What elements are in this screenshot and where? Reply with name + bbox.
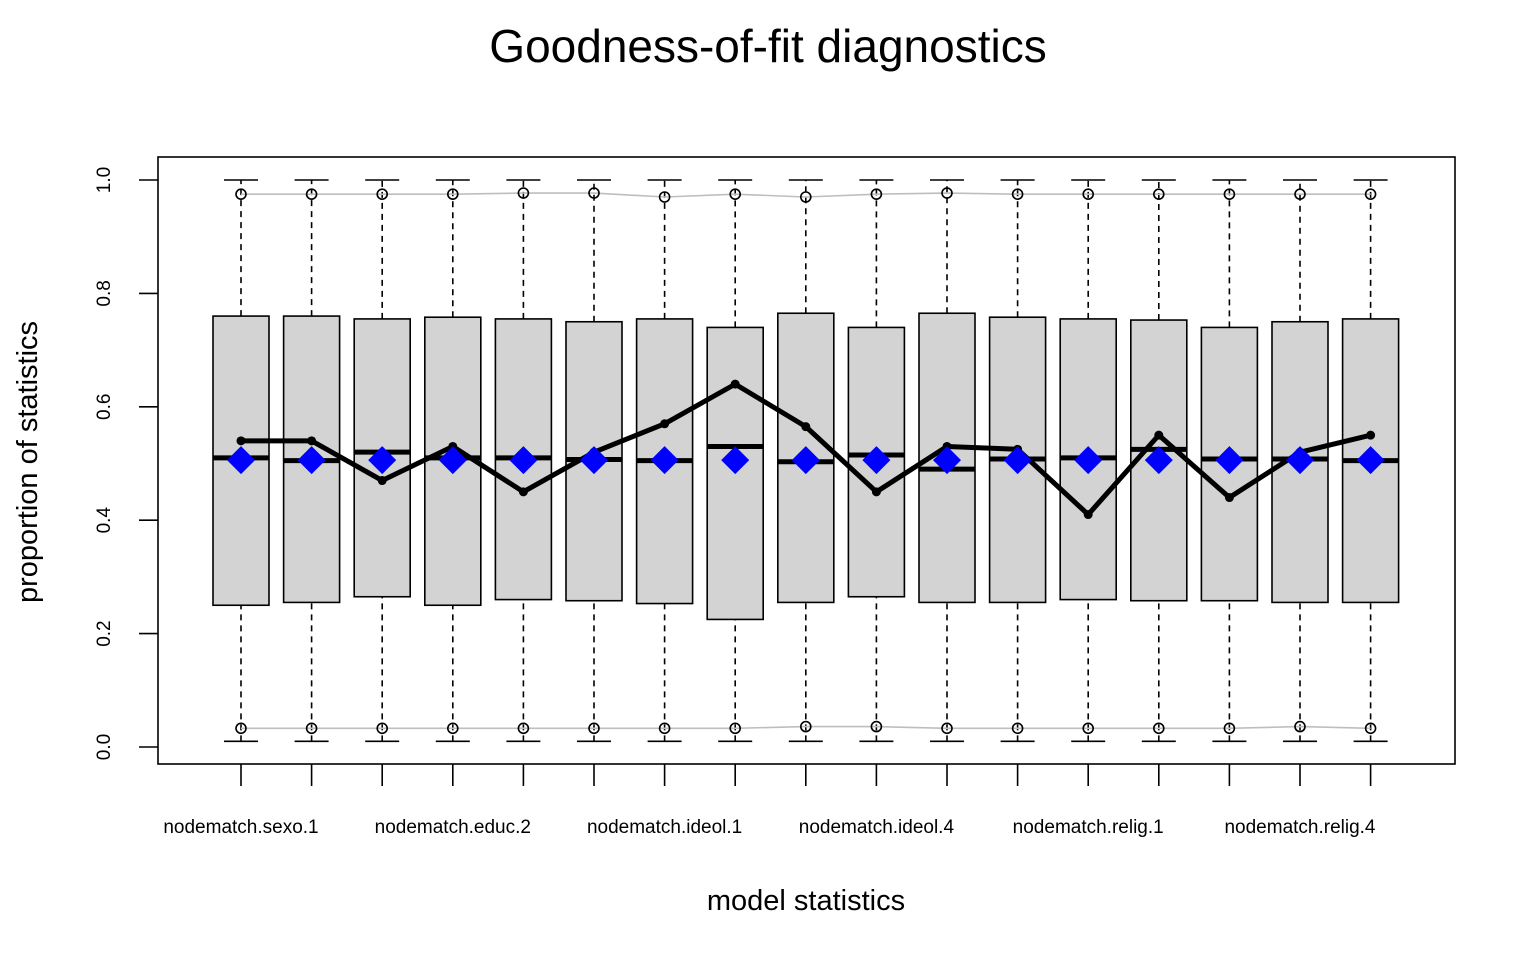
observed-point (801, 422, 811, 432)
mean-diamond (438, 446, 467, 475)
observed-point (730, 379, 740, 389)
upper-range-point (1223, 188, 1236, 200)
box-iqr (1200, 326, 1259, 602)
lower-range-point (658, 722, 671, 735)
x-tick-label: nodematch.sexo.1 (163, 817, 318, 838)
observed-point (377, 476, 387, 486)
x-tick-label: nodematch.relig.1 (1013, 817, 1164, 838)
lower-range-point (799, 720, 812, 733)
mean-diamond (791, 446, 820, 475)
upper-range-point (941, 187, 953, 199)
y-tick-label: 0.2 (94, 620, 115, 646)
observed-point (307, 436, 317, 446)
mean-diamond (933, 446, 961, 475)
upper-range-point (376, 188, 389, 200)
mean-diamond (227, 446, 255, 475)
lower-range-point (1011, 722, 1024, 735)
observed-point (660, 419, 670, 429)
lower-range-point (235, 722, 247, 735)
observed-point (1366, 430, 1376, 440)
mean-diamond (1286, 446, 1314, 475)
lower-range-point (941, 722, 953, 735)
upper-range-point (517, 187, 530, 199)
lower-range-point (305, 722, 318, 735)
upper-range-point (870, 188, 883, 200)
upper-range-point (235, 188, 247, 200)
upper-range-point (658, 191, 671, 203)
y-axis-label: proportion of statistics (12, 321, 44, 603)
mean-diamond (721, 446, 750, 475)
lower-range-point (1153, 722, 1165, 735)
upper-range-point (1011, 188, 1024, 200)
x-tick-label: nodematch.educ.2 (375, 817, 531, 838)
upper-range-point (305, 188, 318, 200)
y-tick-label: 0.6 (94, 394, 115, 420)
mean-diamond (1356, 446, 1385, 475)
lower-range-line (241, 725, 1371, 730)
lower-range-point (1082, 722, 1094, 735)
upper-range-point (799, 191, 812, 203)
x-tick-label: nodematch.ideol.1 (587, 817, 742, 838)
mean-diamond (509, 446, 538, 475)
lower-range-point (588, 722, 600, 735)
upper-range-point (588, 187, 600, 199)
boxplot-1 (212, 179, 270, 743)
y-tick-label: 0.0 (94, 734, 115, 760)
lower-range-point (1294, 720, 1306, 733)
chart-title: Goodness-of-fit diagnostics (489, 20, 1046, 72)
y-tick-label: 1.0 (94, 167, 115, 193)
lower-range-point (870, 720, 883, 733)
observed-point (1154, 430, 1164, 440)
lower-range-point (1223, 722, 1236, 735)
lower-range-point (729, 722, 742, 735)
y-tick-label: 0.4 (94, 507, 115, 534)
mean-diamond (862, 446, 891, 475)
upper-range-point (1153, 188, 1165, 200)
lower-range-point (376, 722, 389, 735)
mean-diamond (368, 446, 397, 475)
observed-point (871, 487, 881, 497)
upper-range-point (1294, 188, 1306, 200)
x-tick-label: nodematch.relig.4 (1224, 817, 1375, 838)
upper-range-point (1364, 188, 1377, 200)
upper-range-point (1082, 188, 1094, 200)
mean-diamond (1144, 446, 1173, 475)
upper-range-point (446, 188, 459, 200)
mean-diamond (650, 446, 679, 475)
mean-diamond (1215, 446, 1244, 475)
observed-point (518, 487, 528, 497)
upper-range-point (729, 188, 742, 200)
boxplot-13 (1059, 179, 1117, 743)
observed-point (1083, 510, 1093, 520)
observed-point (1224, 493, 1234, 503)
mean-diamond (580, 446, 608, 475)
chart-marks: 0.0 0.2 0.4 0.6 0.8 1.0 nodematch.sexo.1 nodema… (94, 167, 1400, 838)
boxplot-15 (1200, 179, 1259, 743)
observed-point (236, 436, 246, 446)
y-tick-label: 0.8 (94, 280, 115, 306)
mean-diamond (1003, 446, 1032, 475)
x-tick-label: nodematch.ideol.4 (799, 817, 955, 838)
mean-diamond (297, 446, 326, 475)
lower-range-point (1364, 722, 1377, 735)
upper-range-line (241, 192, 1371, 198)
lower-range-point (517, 722, 530, 735)
lower-range-point (446, 722, 459, 735)
x-axis-label: model statistics (707, 885, 905, 917)
mean-diamond (1074, 446, 1103, 475)
